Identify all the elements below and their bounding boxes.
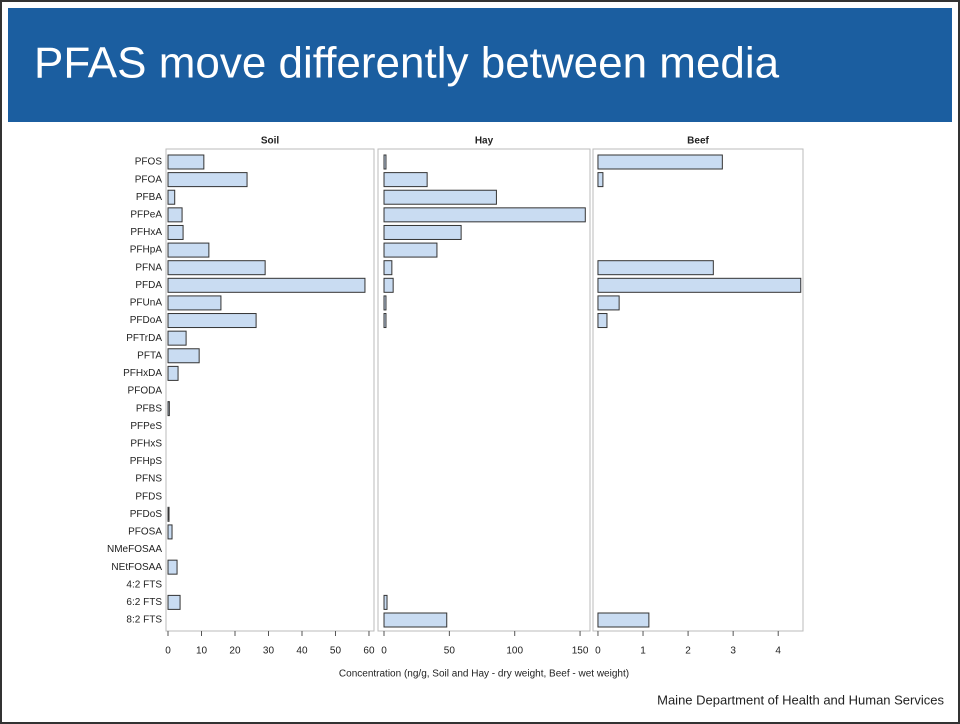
bar: [167, 277, 366, 293]
panel-title: Beef: [687, 136, 709, 147]
category-label: PFODA: [128, 386, 163, 397]
category-label: PFTA: [137, 350, 162, 361]
bar: [597, 172, 604, 188]
category-label: PFHpS: [130, 456, 163, 467]
bar: [167, 330, 187, 346]
bar: [383, 594, 388, 610]
bar: [167, 224, 184, 240]
category-label: PFNA: [135, 262, 162, 273]
bar: [597, 313, 608, 329]
category-label: PFDA: [135, 280, 162, 291]
panel-frame: [592, 148, 804, 632]
category-label: 8:2 FTS: [126, 615, 162, 626]
bar: [167, 524, 173, 540]
bar: [383, 313, 387, 329]
x-axis-label: Concentration (ng/g, Soil and Hay - dry …: [339, 669, 629, 680]
category-label: PFNS: [135, 474, 162, 485]
bar: [167, 348, 200, 364]
category-label: PFBS: [136, 403, 162, 414]
bar: [167, 401, 170, 417]
slide-title: PFAS move differently between media: [34, 39, 780, 88]
x-tick-label: 1: [640, 646, 646, 657]
category-label: PFDoS: [130, 509, 163, 520]
bar: [383, 189, 497, 205]
bar: [167, 189, 176, 205]
category-label: PFHxA: [130, 227, 162, 238]
bar: [167, 295, 222, 311]
category-label: PFHpA: [130, 245, 163, 256]
category-label: PFDS: [135, 491, 162, 502]
footer: Maine Department of Health and Human Ser…: [657, 692, 944, 707]
category-label: PFPeA: [130, 209, 162, 220]
bar: [383, 207, 586, 223]
x-tick-label: 100: [506, 646, 523, 657]
bar: [383, 154, 387, 170]
x-tick-label: 10: [196, 646, 208, 657]
category-label: 4:2 FTS: [126, 579, 162, 590]
category-label: PFOS: [135, 157, 163, 168]
bar: [597, 260, 714, 276]
category-label: PFPeS: [130, 421, 162, 432]
category-label: PFUnA: [130, 298, 163, 309]
bar: [383, 260, 393, 276]
bar: [383, 172, 428, 188]
panel-title: Soil: [261, 136, 280, 147]
bar: [597, 154, 723, 170]
x-tick-label: 0: [595, 646, 601, 657]
x-tick-label: 2: [685, 646, 691, 657]
bar: [167, 365, 179, 381]
header-band: [8, 8, 952, 122]
x-tick-label: 40: [296, 646, 308, 657]
category-label: PFBA: [136, 192, 162, 203]
x-tick-label: 60: [363, 646, 375, 657]
bar: [167, 260, 266, 276]
panel-frame: [377, 148, 591, 632]
bar: [597, 612, 650, 628]
category-label: PFOA: [135, 174, 163, 185]
bar: [383, 242, 438, 258]
category-label: PFHxDA: [123, 368, 162, 379]
bar: [167, 506, 170, 522]
panel-frame: [165, 148, 375, 632]
x-tick-label: 50: [444, 646, 456, 657]
x-tick-label: 0: [381, 646, 387, 657]
x-tick-label: 4: [775, 646, 781, 657]
bar: [597, 295, 620, 311]
bar: [167, 313, 257, 329]
bar: [383, 295, 387, 311]
bar: [383, 277, 394, 293]
bar: [167, 594, 181, 610]
category-label: NMeFOSAA: [107, 544, 162, 555]
x-tick-label: 30: [263, 646, 275, 657]
x-tick-label: 50: [330, 646, 342, 657]
bar: [167, 172, 248, 188]
category-label: PFTrDA: [126, 333, 162, 344]
panel-title: Hay: [475, 136, 494, 147]
bar: [597, 277, 802, 293]
bar: [383, 224, 462, 240]
category-label: NEtFOSAA: [111, 562, 162, 573]
x-tick-label: 150: [572, 646, 589, 657]
x-tick-label: 20: [229, 646, 241, 657]
x-tick-label: 3: [730, 646, 736, 657]
bar: [167, 154, 205, 170]
x-tick-label: 0: [165, 646, 171, 657]
bar: [167, 207, 183, 223]
bar: [383, 612, 448, 628]
bar: [167, 242, 210, 258]
category-label: PFHxS: [130, 438, 162, 449]
category-label: PFDoA: [130, 315, 163, 326]
category-label: PFOSA: [128, 527, 162, 538]
category-label: 6:2 FTS: [126, 597, 162, 608]
bar: [167, 559, 178, 575]
